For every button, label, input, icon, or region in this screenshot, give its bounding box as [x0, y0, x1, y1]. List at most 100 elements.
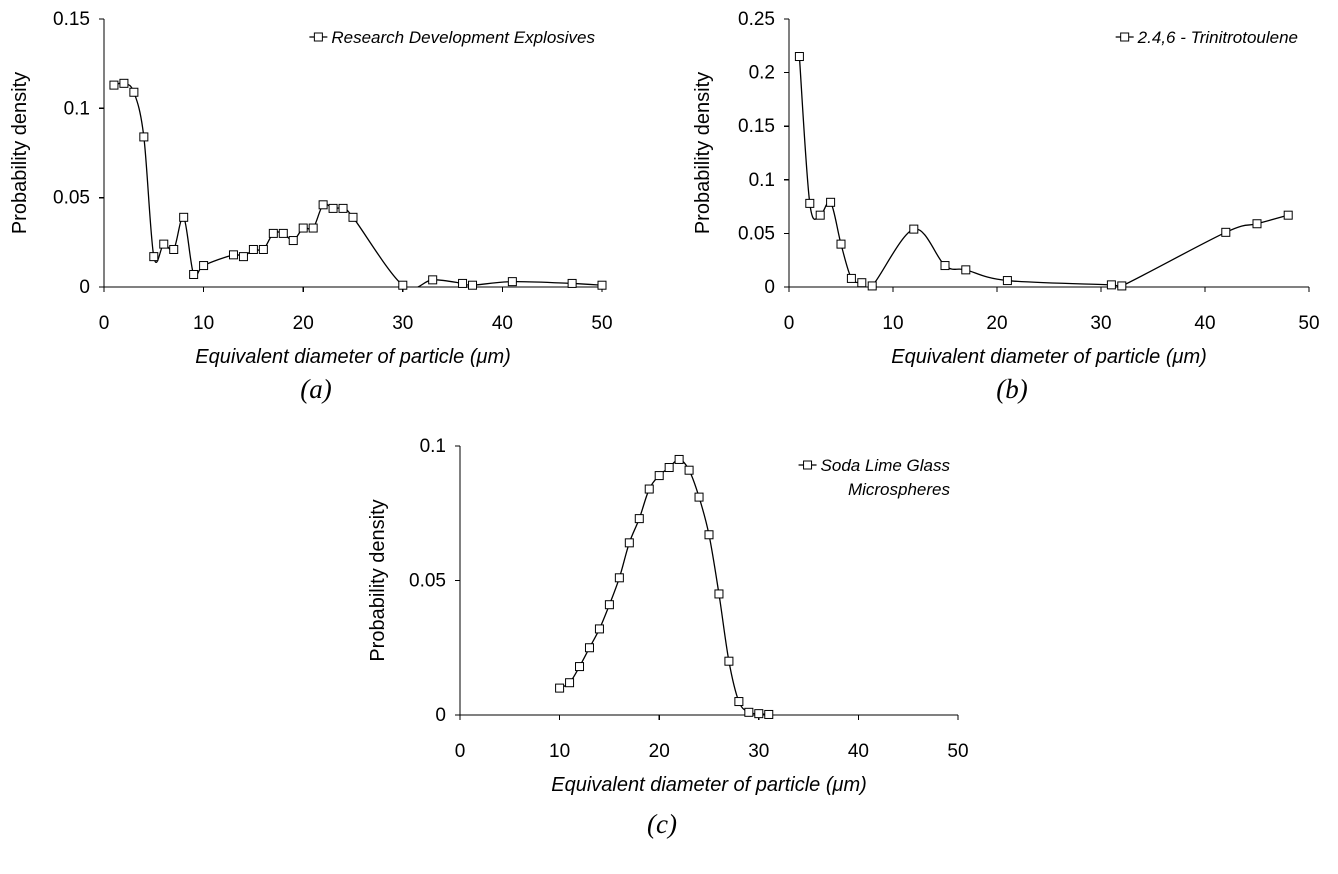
x-tick-label: 40 — [1194, 313, 1215, 334]
data-point-marker — [258, 244, 268, 254]
x-tick-label: 0 — [455, 741, 466, 762]
legend-label: Soda Lime Glass — [821, 456, 951, 475]
series-line — [113, 82, 602, 287]
data-point-marker — [169, 244, 179, 254]
x-axis-title: Equivalent diameter of particle (μm) — [195, 346, 511, 368]
data-point-marker — [654, 471, 664, 481]
data-point-marker — [348, 212, 358, 222]
data-point-marker — [298, 223, 308, 233]
data-point-marker — [507, 277, 517, 287]
data-point-marker — [826, 197, 836, 207]
legend-marker-symbol — [313, 32, 323, 42]
data-point-marker — [694, 492, 704, 502]
data-point-marker — [149, 252, 159, 262]
data-point-marker — [109, 80, 119, 90]
y-tick-label: 0.05 — [738, 223, 775, 244]
data-point-marker — [597, 280, 607, 290]
data-point-marker — [565, 678, 575, 688]
data-point-marker — [189, 269, 199, 279]
data-point-marker — [604, 600, 614, 610]
data-point-marker — [458, 278, 468, 288]
data-point-marker — [734, 697, 744, 707]
data-point-marker — [867, 281, 877, 291]
y-tick-label: 0.1 — [64, 98, 90, 119]
data-point-marker — [714, 589, 724, 599]
data-point-marker — [1106, 280, 1116, 290]
data-point-marker — [129, 87, 139, 97]
data-point-marker — [744, 707, 754, 717]
data-point-marker — [1252, 219, 1262, 229]
data-point-marker — [398, 280, 408, 290]
data-point-marker — [836, 239, 846, 249]
x-tick-label: 20 — [293, 313, 314, 334]
data-point-marker — [288, 236, 298, 246]
data-point-marker — [567, 278, 577, 288]
data-point-marker — [909, 224, 919, 234]
data-point-marker — [428, 275, 438, 285]
data-point-marker — [674, 454, 684, 464]
data-point-marker — [624, 538, 634, 548]
x-tick-label: 10 — [193, 313, 214, 334]
data-point-marker — [961, 265, 971, 275]
x-tick-label: 0 — [784, 313, 795, 334]
data-point-marker — [1221, 227, 1231, 237]
legend-label: Microspheres — [848, 480, 951, 499]
data-point-marker — [139, 132, 149, 142]
y-axis-title: Probability density — [9, 72, 31, 234]
x-tick-label: 0 — [99, 313, 110, 334]
data-point-marker — [794, 52, 804, 62]
legend-label: Research Development Explosives — [331, 28, 595, 47]
y-tick-label: 0.05 — [409, 571, 446, 592]
x-tick-label: 30 — [748, 741, 769, 762]
y-tick-label: 0 — [79, 277, 90, 298]
data-point-marker — [179, 212, 189, 222]
data-point-marker — [584, 643, 594, 653]
data-point-marker — [754, 709, 764, 719]
data-point-marker — [1117, 281, 1127, 291]
x-tick-label: 20 — [649, 741, 670, 762]
y-tick-label: 0.1 — [420, 436, 446, 457]
data-point-marker — [308, 223, 318, 233]
x-tick-label: 50 — [947, 741, 968, 762]
legend-marker-symbol — [803, 460, 813, 470]
data-point-marker — [644, 484, 654, 494]
y-tick-label: 0.1 — [749, 170, 775, 191]
data-point-marker — [684, 465, 694, 475]
y-tick-label: 0.15 — [738, 116, 775, 137]
y-tick-label: 0.15 — [53, 9, 90, 30]
legend: Soda Lime Glass Microspheres — [798, 456, 951, 499]
panel-c: 0 0.05 0.1 0 10 20 30 40 50 Probability density Eq… — [367, 436, 969, 839]
x-axis-title: Equivalent diameter of particle (μm) — [551, 774, 867, 796]
data-point-marker — [805, 198, 815, 208]
x-tick-label: 50 — [1298, 313, 1319, 334]
data-point-marker — [724, 656, 734, 666]
data-point-marker — [1002, 276, 1012, 286]
x-tick-label: 50 — [591, 313, 612, 334]
x-tick-label: 30 — [392, 313, 413, 334]
data-point-marker — [555, 683, 565, 693]
y-axis-title: Probability density — [692, 72, 714, 234]
data-point-marker — [278, 228, 288, 238]
data-point-marker — [338, 203, 348, 213]
data-point-marker — [228, 250, 238, 260]
y-tick-label: 0 — [764, 277, 775, 298]
data-point-marker — [846, 273, 856, 283]
data-point-marker — [318, 200, 328, 210]
y-tick-label: 0.2 — [749, 63, 775, 84]
data-point-marker — [328, 203, 338, 213]
y-tick-label: 0 — [435, 705, 446, 726]
x-tick-label: 20 — [986, 313, 1007, 334]
x-tick-label: 10 — [549, 741, 570, 762]
data-point-marker — [468, 280, 478, 290]
data-point-marker — [764, 709, 774, 719]
panel-caption: (a) — [300, 374, 331, 404]
legend: 2.4,6 - Trinitrotoulene — [1115, 28, 1298, 47]
panel-caption: (c) — [647, 809, 677, 839]
data-point-marker — [199, 261, 209, 271]
data-point-marker — [664, 463, 674, 473]
panel-a: 0 0.05 0.1 0.15 0 10 20 30 40 50 Probability densi… — [9, 9, 613, 404]
x-axis-title: Equivalent diameter of particle (μm) — [891, 346, 1207, 368]
data-point-marker — [1283, 210, 1293, 220]
data-point-marker — [704, 530, 714, 540]
